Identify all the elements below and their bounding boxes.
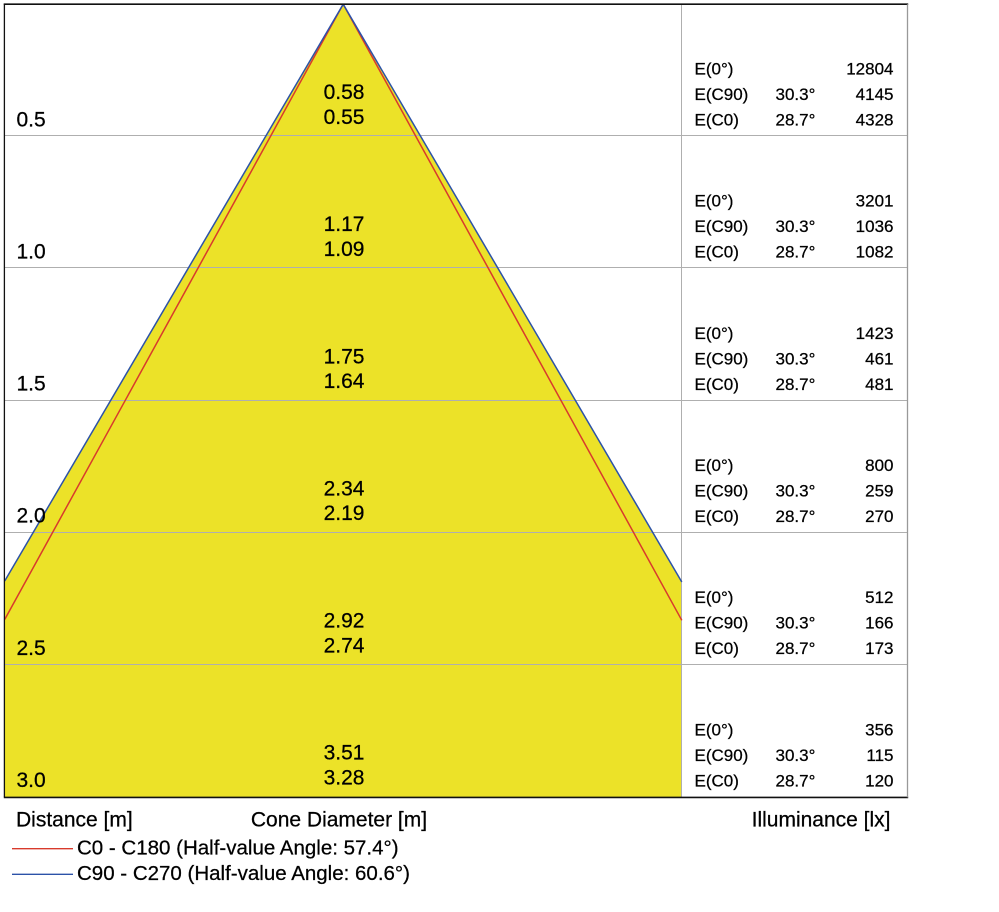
svg-text:E(C90): E(C90) — [695, 85, 749, 104]
svg-text:1423: 1423 — [856, 324, 894, 343]
svg-text:2.34: 2.34 — [324, 477, 365, 500]
svg-text:2.19: 2.19 — [324, 502, 365, 525]
svg-text:30.3°: 30.3° — [776, 217, 816, 236]
svg-text:E(C0): E(C0) — [695, 507, 739, 526]
svg-text:30.3°: 30.3° — [776, 349, 816, 368]
svg-text:1.0: 1.0 — [17, 240, 46, 263]
svg-text:3.28: 3.28 — [324, 767, 365, 790]
svg-text:0.58: 0.58 — [324, 81, 365, 104]
svg-text:30.3°: 30.3° — [776, 482, 816, 501]
svg-text:2.5: 2.5 — [17, 637, 46, 660]
svg-text:E(0°): E(0°) — [695, 456, 734, 475]
svg-text:461: 461 — [865, 349, 893, 368]
svg-text:E(0°): E(0°) — [695, 192, 734, 211]
svg-text:481: 481 — [865, 375, 893, 394]
svg-text:28.7°: 28.7° — [776, 507, 816, 526]
svg-text:115: 115 — [866, 746, 893, 765]
svg-text:Illuminance [lx]: Illuminance [lx] — [752, 809, 891, 832]
svg-text:E(0°): E(0°) — [695, 324, 734, 343]
svg-text:0.55: 0.55 — [324, 106, 365, 129]
svg-text:356: 356 — [865, 720, 893, 739]
svg-text:28.7°: 28.7° — [776, 243, 816, 262]
svg-text:Distance [m]: Distance [m] — [16, 809, 133, 832]
svg-text:E(C0): E(C0) — [695, 639, 739, 658]
svg-text:3.0: 3.0 — [17, 769, 46, 792]
svg-text:E(C0): E(C0) — [695, 243, 739, 262]
svg-text:270: 270 — [865, 507, 893, 526]
svg-text:1082: 1082 — [856, 243, 894, 262]
svg-text:E(C0): E(C0) — [695, 771, 739, 790]
svg-text:C90 - C270 (Half-value Angle:: C90 - C270 (Half-value Angle: 60.6°) — [77, 862, 410, 885]
svg-text:E(C90): E(C90) — [695, 482, 749, 501]
svg-text:Cone Diameter [m]: Cone Diameter [m] — [251, 809, 427, 832]
svg-text:3.51: 3.51 — [324, 742, 365, 765]
svg-text:28.7°: 28.7° — [776, 639, 816, 658]
svg-text:30.3°: 30.3° — [776, 85, 816, 104]
svg-text:259: 259 — [865, 482, 893, 501]
svg-text:E(0°): E(0°) — [695, 60, 734, 79]
svg-text:120: 120 — [865, 771, 893, 790]
svg-text:12804: 12804 — [846, 60, 893, 79]
svg-text:E(C90): E(C90) — [695, 614, 749, 633]
svg-text:1.75: 1.75 — [324, 345, 365, 368]
svg-text:3201: 3201 — [856, 192, 894, 211]
svg-text:C0 - C180 (Half-value Angle: 5: C0 - C180 (Half-value Angle: 57.4°) — [77, 837, 399, 860]
svg-text:1036: 1036 — [856, 217, 894, 236]
svg-text:512: 512 — [865, 588, 893, 607]
svg-text:1.09: 1.09 — [324, 238, 365, 261]
svg-text:E(C90): E(C90) — [695, 349, 749, 368]
svg-text:E(0°): E(0°) — [695, 720, 734, 739]
svg-text:1.17: 1.17 — [324, 213, 365, 236]
svg-text:0.5: 0.5 — [17, 108, 46, 131]
svg-text:E(C90): E(C90) — [695, 217, 749, 236]
svg-text:173: 173 — [865, 639, 893, 658]
svg-text:28.7°: 28.7° — [776, 111, 816, 130]
svg-text:E(C0): E(C0) — [695, 375, 739, 394]
svg-text:2.0: 2.0 — [17, 505, 46, 528]
svg-text:E(0°): E(0°) — [695, 588, 734, 607]
svg-text:800: 800 — [865, 456, 893, 475]
svg-text:28.7°: 28.7° — [776, 771, 816, 790]
svg-text:1.64: 1.64 — [324, 370, 365, 393]
svg-text:4328: 4328 — [856, 111, 894, 130]
svg-text:E(C90): E(C90) — [695, 746, 749, 765]
svg-text:2.74: 2.74 — [324, 634, 365, 657]
svg-text:30.3°: 30.3° — [776, 614, 816, 633]
svg-text:1.5: 1.5 — [17, 373, 46, 396]
svg-text:30.3°: 30.3° — [776, 746, 816, 765]
svg-text:166: 166 — [865, 614, 893, 633]
svg-text:4145: 4145 — [856, 85, 894, 104]
svg-text:E(C0): E(C0) — [695, 111, 739, 130]
svg-text:2.92: 2.92 — [324, 610, 365, 633]
svg-text:28.7°: 28.7° — [776, 375, 816, 394]
